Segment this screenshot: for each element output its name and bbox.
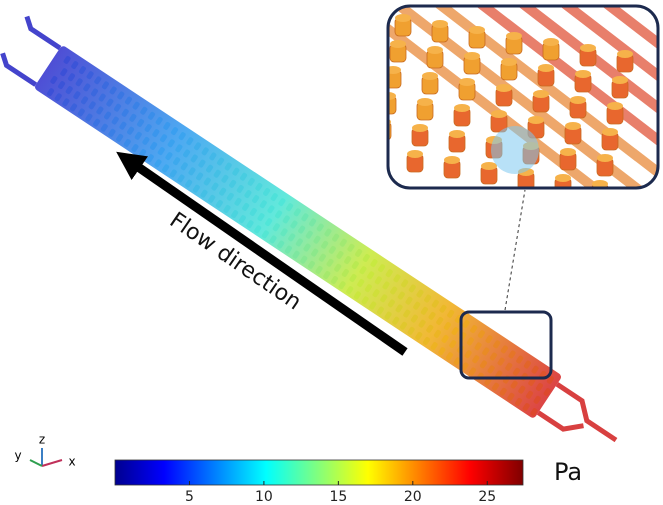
inset-pillar-top (543, 38, 559, 46)
inset-pillar-top (390, 40, 406, 48)
inset-pillar-top (528, 116, 544, 124)
axes-triad: z x y (14, 433, 75, 469)
colorbar-tick-label: 5 (185, 489, 194, 505)
inset-pillar-top (407, 150, 423, 158)
inset-pillar-top (555, 174, 571, 182)
inset-pillar-top (417, 98, 433, 106)
inset-pillar-top (422, 72, 438, 80)
colorbar-tick-label: 15 (329, 489, 347, 505)
axis-label: x (68, 455, 75, 469)
inset-pillar-top (538, 64, 554, 72)
inset-pillar-top (602, 128, 618, 136)
figure: Flow direction z x y Pa 510152025 (0, 0, 663, 505)
inset-pillar-top (612, 76, 628, 84)
inset-pillar-top (370, 144, 386, 152)
colorbar-tick-label: 10 (255, 489, 273, 505)
inset-pillar-top (454, 104, 470, 112)
inset (350, 0, 663, 202)
inset-pillar-top (491, 110, 507, 118)
inset-pillar-top (469, 26, 485, 34)
inset-pillar-top (432, 20, 448, 28)
inset-pillar-top (444, 156, 460, 164)
inset-pillar (370, 148, 386, 166)
inset-pillar-top (506, 32, 522, 40)
inset-pillar-top (459, 78, 475, 86)
inset-pillar-top (565, 122, 581, 130)
inset-pillar-top (570, 96, 586, 104)
inset-pillar-top (533, 90, 549, 98)
inset-pillar-top (481, 162, 497, 170)
colorbar (115, 460, 523, 485)
colorbar-tick-label: 25 (478, 489, 496, 505)
inset-pillar-top (496, 84, 512, 92)
inset-pillar-top (449, 130, 465, 138)
zoom-link (505, 190, 525, 310)
inset-pillar-top (597, 154, 613, 162)
inset-pillar-top (607, 102, 623, 110)
axis-label: z (39, 433, 45, 447)
inset-highlight (491, 126, 539, 174)
inset-pillar-top (395, 14, 411, 22)
inset-pillar-top (464, 52, 480, 60)
axis-label: y (14, 449, 21, 463)
colorbar-unit: Pa (554, 458, 582, 486)
inset-pillar-top (412, 124, 428, 132)
inset-pillar-top (575, 70, 591, 78)
colorbar-tick-label: 20 (404, 489, 422, 505)
inset-pillar-top (501, 58, 517, 66)
inset-pillar-top (617, 50, 633, 58)
inset-pillar-top (427, 46, 443, 54)
inset-pillar-top (580, 44, 596, 52)
inset-pillar-top (560, 148, 576, 156)
